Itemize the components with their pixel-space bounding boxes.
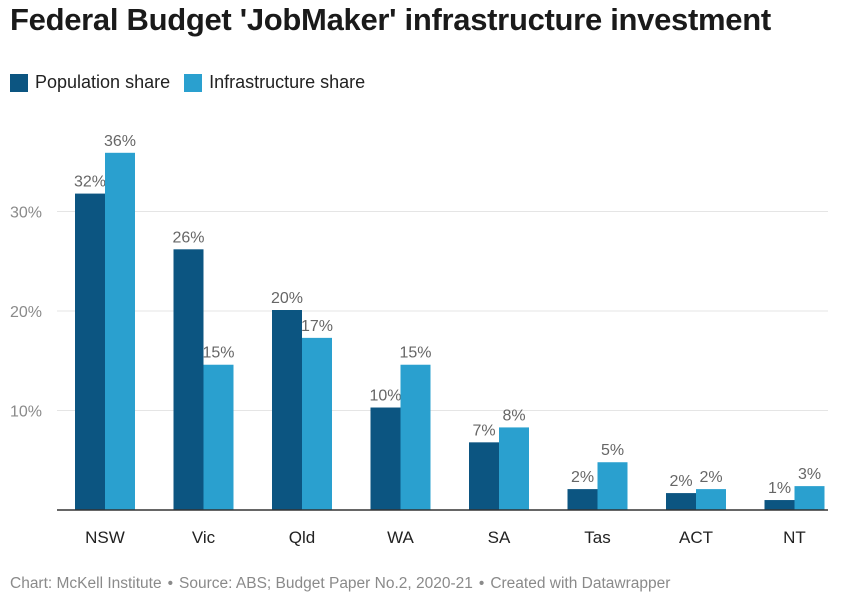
data-label: 2% xyxy=(669,473,692,490)
bar-infrastructure xyxy=(794,486,825,510)
x-tick-label: SA xyxy=(488,528,511,547)
legend-swatch-infrastructure xyxy=(184,73,203,92)
bar-infrastructure xyxy=(696,489,726,510)
bar-infrastructure xyxy=(302,337,332,510)
y-tick-label: 30% xyxy=(10,205,42,222)
x-tick-label: NT xyxy=(783,528,806,547)
footer-separator: • xyxy=(167,575,174,592)
data-label: 2% xyxy=(571,469,594,486)
data-label: 2% xyxy=(699,469,722,486)
bar-infrastructure xyxy=(105,152,135,511)
bar-population xyxy=(370,407,401,510)
data-label: 26% xyxy=(172,229,204,246)
x-tick-label: NSW xyxy=(85,528,125,547)
bar-infrastructure xyxy=(400,364,431,510)
legend-swatch-population xyxy=(10,73,28,92)
x-tick-label: Tas xyxy=(584,528,610,547)
bar-infrastructure xyxy=(203,364,234,510)
bar-population xyxy=(764,500,795,510)
data-label: 15% xyxy=(399,345,431,362)
legend-item-population: Population share xyxy=(10,72,170,93)
data-label: 20% xyxy=(271,290,303,307)
bar-population xyxy=(567,489,598,510)
legend-label-infrastructure: Infrastructure share xyxy=(209,72,366,92)
legend-label-population: Population share xyxy=(35,72,171,92)
data-label: 32% xyxy=(74,174,106,191)
data-label: 17% xyxy=(301,318,333,335)
legend-item-infrastructure: Infrastructure share xyxy=(184,72,365,93)
bar-population xyxy=(272,310,302,510)
data-label: 15% xyxy=(202,345,234,362)
bar-population xyxy=(75,193,105,510)
data-label: 36% xyxy=(104,133,136,150)
bar-population xyxy=(666,493,696,510)
data-label: 10% xyxy=(369,388,401,405)
footer-credit: Chart: McKell Institute xyxy=(10,575,162,592)
x-tick-label: Qld xyxy=(289,528,315,547)
x-tick-label: Vic xyxy=(192,528,216,547)
data-label: 1% xyxy=(768,480,791,497)
x-tick-label: ACT xyxy=(679,528,713,547)
y-tick-label: 10% xyxy=(10,404,42,421)
bar-infrastructure xyxy=(499,427,529,510)
chart-footer: Chart: McKell Institute • Source: ABS; Bud… xyxy=(10,575,670,593)
bar-infrastructure xyxy=(597,462,628,510)
data-label: 7% xyxy=(472,422,495,439)
data-label: 8% xyxy=(502,407,525,424)
footer-source: Source: ABS; Budget Paper No.2, 2020-21 xyxy=(179,575,473,592)
chart-title: Federal Budget 'JobMaker' infrastructure… xyxy=(10,2,771,37)
footer-created: Created with Datawrapper xyxy=(490,575,671,592)
footer-separator: • xyxy=(478,575,485,592)
bar-population xyxy=(469,442,499,510)
x-tick-label: WA xyxy=(387,528,414,547)
data-label: 3% xyxy=(798,466,821,483)
legend: Population share Infrastructure share xyxy=(10,72,379,93)
bar-population xyxy=(173,249,204,510)
y-tick-label: 20% xyxy=(10,304,42,321)
data-label: 5% xyxy=(601,442,624,459)
